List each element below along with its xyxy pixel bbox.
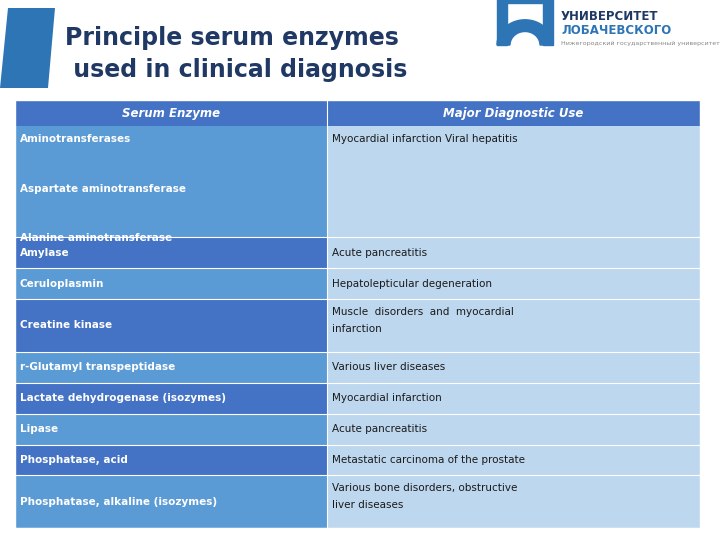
Text: Alanine aminotransferase: Alanine aminotransferase (20, 233, 172, 244)
Text: УНИВЕРСИТЕТ: УНИВЕРСИТЕТ (561, 10, 659, 24)
Bar (327, 126, 700, 237)
Text: Various liver diseases: Various liver diseases (332, 362, 445, 372)
Text: Principle serum enzymes: Principle serum enzymes (65, 26, 399, 50)
Bar (15, 414, 327, 444)
Text: Phosphatase, alkaline (isozymes): Phosphatase, alkaline (isozymes) (20, 497, 217, 507)
Text: Aspartate aminotransferase: Aspartate aminotransferase (20, 184, 186, 194)
Bar (15, 100, 700, 528)
Text: Amylase: Amylase (20, 248, 70, 258)
Polygon shape (497, 0, 553, 3)
Bar (327, 475, 700, 528)
Text: Нижегородский государственный университет: Нижегородский государственный университе… (561, 40, 720, 45)
Bar (15, 268, 327, 299)
Text: Lipase: Lipase (20, 424, 58, 434)
Bar (15, 100, 327, 126)
Bar (15, 237, 327, 268)
Bar (15, 383, 327, 414)
Text: Hepatolepticular degeneration: Hepatolepticular degeneration (332, 279, 492, 289)
Polygon shape (0, 8, 55, 88)
Text: Acute pancreatitis: Acute pancreatitis (332, 248, 427, 258)
Bar (327, 414, 700, 444)
Text: Serum Enzyme: Serum Enzyme (122, 106, 220, 119)
Bar (15, 126, 327, 237)
Text: used in clinical diagnosis: used in clinical diagnosis (65, 58, 408, 82)
Text: Major Diagnostic Use: Major Diagnostic Use (443, 106, 583, 119)
Polygon shape (543, 3, 553, 45)
Text: Lactate dehydrogenase (isozymes): Lactate dehydrogenase (isozymes) (20, 393, 226, 403)
Text: Phosphatase, acid: Phosphatase, acid (20, 455, 128, 465)
Text: Various bone disorders, obstructive
liver diseases: Various bone disorders, obstructive live… (332, 483, 517, 510)
Text: r-Glutamyl transpeptidase: r-Glutamyl transpeptidase (20, 362, 175, 372)
Text: Acute pancreatitis: Acute pancreatitis (332, 424, 427, 434)
Bar (15, 352, 327, 383)
Text: Myocardial infarction Viral hepatitis: Myocardial infarction Viral hepatitis (332, 134, 517, 144)
Polygon shape (497, 20, 553, 45)
Text: Metastatic carcinoma of the prostate: Metastatic carcinoma of the prostate (332, 455, 525, 465)
Text: Myocardial infarction: Myocardial infarction (332, 393, 441, 403)
Bar (327, 100, 700, 126)
Bar (15, 475, 327, 528)
Polygon shape (497, 3, 507, 45)
Bar (327, 383, 700, 414)
Text: Muscle  disorders  and  myocardial
infarction: Muscle disorders and myocardial infarcti… (332, 307, 513, 334)
Bar (327, 237, 700, 268)
Bar (327, 268, 700, 299)
Bar (15, 444, 327, 475)
Text: Creatine kinase: Creatine kinase (20, 320, 112, 330)
Bar (327, 352, 700, 383)
Bar (327, 444, 700, 475)
Text: Ceruloplasmin: Ceruloplasmin (20, 279, 104, 289)
Text: ЛОБАЧЕВСКОГО: ЛОБАЧЕВСКОГО (561, 24, 671, 37)
Text: Aminotransferases: Aminotransferases (20, 134, 131, 144)
Bar (327, 299, 700, 352)
Bar (15, 299, 327, 352)
